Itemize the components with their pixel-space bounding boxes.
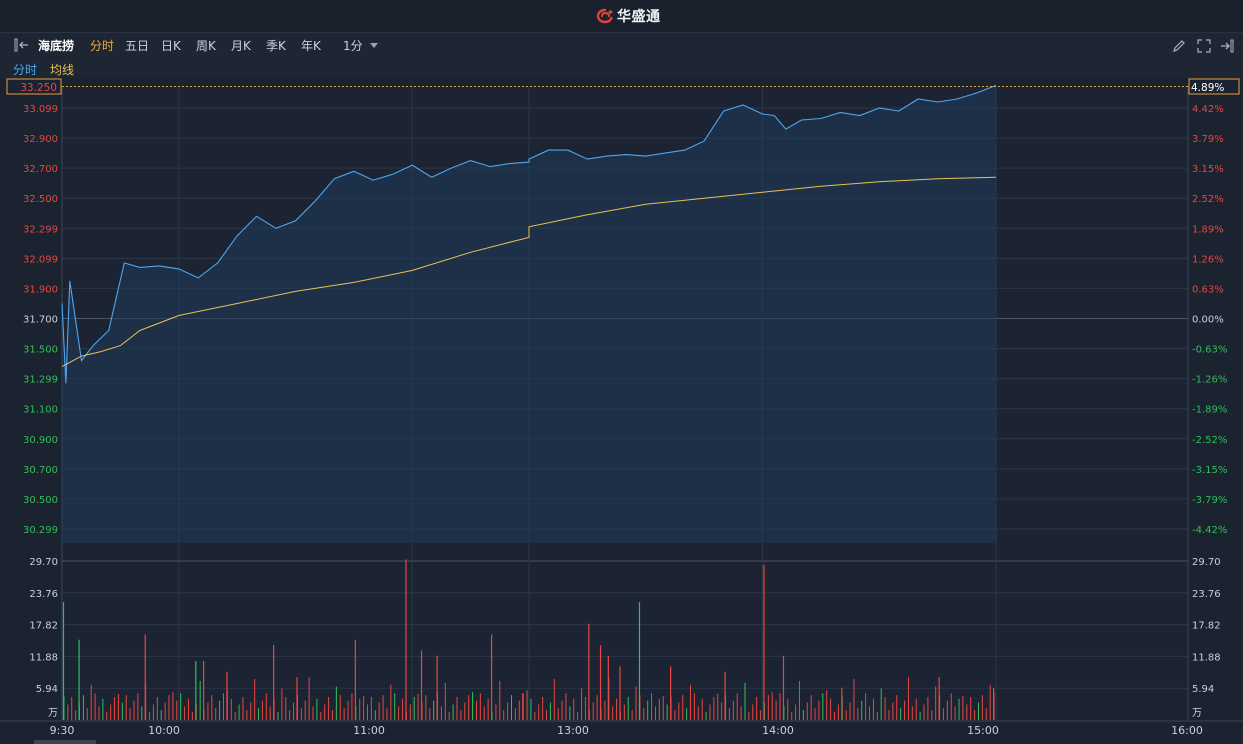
volume-unit-label: 万 bbox=[48, 708, 58, 719]
percent-tick-label: -3.79% bbox=[1192, 495, 1227, 506]
percent-tick-label: 3.79% bbox=[1192, 134, 1224, 145]
collapse-right-icon[interactable] bbox=[1220, 39, 1234, 53]
price-tick-label: 30.900 bbox=[23, 435, 58, 446]
price-tick-label: 33.099 bbox=[23, 104, 58, 115]
brand-name: 华盛通 bbox=[617, 9, 661, 25]
price-area bbox=[62, 85, 996, 544]
stock-name[interactable]: 海底捞 bbox=[38, 39, 75, 53]
percent-tick-label: 1.26% bbox=[1192, 254, 1224, 265]
current-change-label: 4.89% bbox=[1191, 82, 1224, 94]
price-tick-label: 30.700 bbox=[23, 465, 58, 476]
collapse-sidebar-icon[interactable] bbox=[14, 38, 30, 52]
price-tick-label: 30.299 bbox=[23, 525, 58, 536]
price-tick-label: 31.900 bbox=[23, 284, 58, 295]
percent-tick-label: 0.63% bbox=[1192, 284, 1224, 295]
tab-intraday[interactable]: 分时 bbox=[90, 39, 115, 53]
volume-tick-label: 17.82 bbox=[1192, 621, 1221, 632]
price-tick-label: 30.500 bbox=[23, 495, 58, 506]
percent-tick-label: 2.52% bbox=[1192, 194, 1224, 205]
legend-avg: 均线 bbox=[50, 63, 75, 77]
time-tick-label: 10:00 bbox=[148, 724, 180, 737]
volume-tick-label: 17.82 bbox=[29, 621, 58, 632]
title-bar: 华盛通 bbox=[0, 0, 1243, 33]
price-tick-label: 32.299 bbox=[23, 224, 58, 235]
price-tick-label: 31.700 bbox=[23, 315, 58, 326]
time-tick-label: 15:00 bbox=[967, 724, 999, 737]
tab-weekly-k[interactable]: 周K bbox=[196, 39, 216, 53]
percent-tick-label: 4.42% bbox=[1192, 104, 1224, 115]
tab-five-day[interactable]: 五日 bbox=[125, 39, 150, 53]
time-tick-label: 9:30 bbox=[50, 724, 75, 737]
percent-tick-label: -1.89% bbox=[1192, 405, 1227, 416]
legend-price: 分时 bbox=[13, 63, 38, 77]
time-tick-label: 11:00 bbox=[353, 724, 385, 737]
avg-line bbox=[61, 176, 997, 368]
price-tick-label: 32.099 bbox=[23, 254, 58, 265]
pencil-icon[interactable] bbox=[1172, 39, 1186, 53]
percent-tick-label: -1.26% bbox=[1192, 375, 1227, 386]
price-tick-label: 31.500 bbox=[23, 345, 58, 356]
volume-unit-label: 万 bbox=[1192, 708, 1202, 719]
percent-tick-label: 1.89% bbox=[1192, 224, 1224, 235]
volume-tick-label: 23.76 bbox=[29, 589, 58, 600]
volume-tick-label: 29.70 bbox=[1192, 557, 1221, 568]
percent-tick-label: -4.42% bbox=[1192, 525, 1227, 536]
tab-daily-k[interactable]: 日K bbox=[161, 39, 181, 53]
percent-tick-label: -2.52% bbox=[1192, 435, 1227, 446]
percent-tick-label: 0.00% bbox=[1192, 315, 1224, 326]
fullscreen-icon[interactable] bbox=[1197, 39, 1211, 53]
volume-tick-label: 29.70 bbox=[29, 557, 58, 568]
tab-monthly-k[interactable]: 月K bbox=[231, 39, 251, 53]
time-scrollbar bbox=[34, 740, 96, 744]
current-change-box bbox=[1188, 78, 1240, 95]
time-tick-label: 16:00 bbox=[1171, 724, 1203, 737]
time-tick-label: 14:00 bbox=[762, 724, 794, 737]
volume-tick-label: 5.94 bbox=[36, 684, 58, 695]
toolbar: 海底捞 分时 五日 日K 周K 月K 季K 年K 1分 bbox=[0, 33, 1243, 57]
time-tick-label: 13:00 bbox=[557, 724, 589, 737]
interval-select[interactable]: 1分 bbox=[343, 39, 363, 53]
current-price-box bbox=[6, 78, 62, 95]
price-tick-label: 32.900 bbox=[23, 134, 58, 145]
current-price-label: 33.250 bbox=[20, 82, 57, 94]
price-line bbox=[61, 84, 997, 384]
price-tick-label: 32.700 bbox=[23, 164, 58, 175]
legend-bar: 分时 均线 bbox=[0, 58, 1243, 78]
price-tick-label: 32.500 bbox=[23, 194, 58, 205]
tab-yearly-k[interactable]: 年K bbox=[301, 39, 321, 53]
volume-tick-label: 23.76 bbox=[1192, 589, 1221, 600]
tab-quarterly-k[interactable]: 季K bbox=[266, 39, 286, 53]
chevron-down-icon[interactable] bbox=[370, 43, 378, 48]
percent-tick-label: -0.63% bbox=[1192, 345, 1227, 356]
volume-tick-label: 11.88 bbox=[1192, 652, 1221, 663]
brand-logo-icon bbox=[596, 8, 613, 24]
volume-tick-label: 5.94 bbox=[1192, 684, 1214, 695]
percent-tick-label: -3.15% bbox=[1192, 465, 1227, 476]
intraday-chart[interactable]: 33.250 4.89% 33.099 32.900 32.700 32.500 32.29… bbox=[0, 78, 1243, 744]
price-tick-label: 31.100 bbox=[23, 405, 58, 416]
price-tick-label: 31.299 bbox=[23, 375, 58, 386]
brand: 华盛通 bbox=[596, 6, 661, 26]
percent-tick-label: 3.15% bbox=[1192, 164, 1224, 175]
volume-tick-label: 11.88 bbox=[29, 652, 58, 663]
